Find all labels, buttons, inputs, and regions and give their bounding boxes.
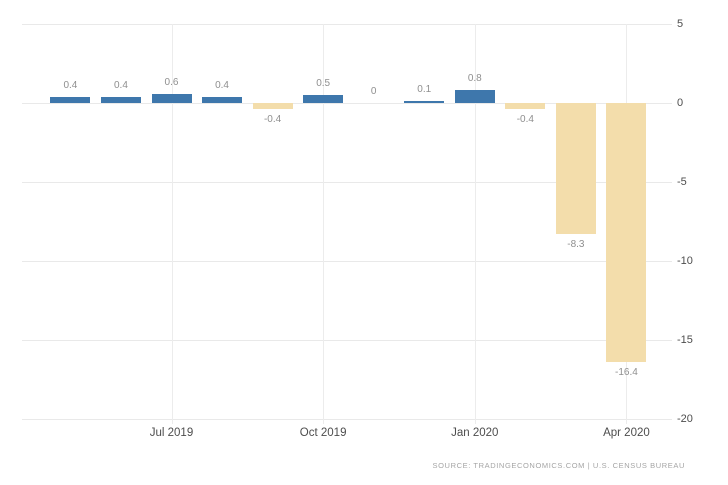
- gridline: [22, 340, 672, 341]
- bar-value-label: 0.6: [164, 76, 179, 88]
- x-axis-tick-label: Apr 2020: [603, 427, 650, 439]
- bar[interactable]: [303, 95, 344, 104]
- y-axis-tick-label: 5: [677, 18, 684, 30]
- gridline: [22, 182, 672, 183]
- gridline: [22, 419, 672, 420]
- y-axis-tick-label: -10: [677, 255, 693, 267]
- x-axis-tick-label: Oct 2019: [299, 427, 347, 439]
- bar-value-label: 0.5: [316, 78, 331, 90]
- source-attribution: SOURCE: TRADINGECONOMICS.COM | U.S. CENS…: [432, 461, 685, 470]
- bar-value-label: 0.1: [417, 84, 432, 96]
- bar-value-label: -8.3: [567, 239, 585, 251]
- y-axis-tick-label: 0: [677, 97, 684, 109]
- bar[interactable]: [151, 93, 192, 103]
- gridline: [22, 24, 672, 25]
- gridline: [323, 24, 325, 424]
- gridline: [22, 103, 672, 104]
- y-axis-tick-label: -5: [677, 176, 687, 188]
- x-axis-tick-label: Jul 2019: [149, 427, 194, 439]
- gridline: [171, 24, 173, 424]
- bar[interactable]: [252, 103, 293, 109]
- gridline: [474, 24, 476, 424]
- bar-value-label: -0.4: [263, 114, 282, 126]
- bar-value-label: 0.4: [215, 79, 229, 91]
- bar-value-label: 0.8: [467, 73, 482, 85]
- bar-value-label: 0.4: [113, 79, 128, 91]
- bar[interactable]: [505, 103, 546, 109]
- bar-value-label: -0.4: [516, 114, 534, 126]
- bar[interactable]: [50, 96, 91, 103]
- gridline: [22, 261, 672, 262]
- x-axis-tick-label: Jan 2020: [451, 427, 499, 439]
- bar-value-label: -16.4: [615, 367, 638, 379]
- bar-value-label: 0.4: [63, 79, 78, 91]
- bar[interactable]: [202, 96, 243, 103]
- bar[interactable]: [100, 96, 141, 103]
- bar[interactable]: [606, 103, 647, 362]
- bar[interactable]: [555, 103, 596, 234]
- y-axis-tick-label: -15: [677, 334, 693, 346]
- bar[interactable]: [454, 90, 495, 104]
- bar-value-label: 0: [370, 86, 377, 97]
- y-axis-tick-label: -20: [677, 413, 693, 425]
- bar[interactable]: [404, 101, 445, 104]
